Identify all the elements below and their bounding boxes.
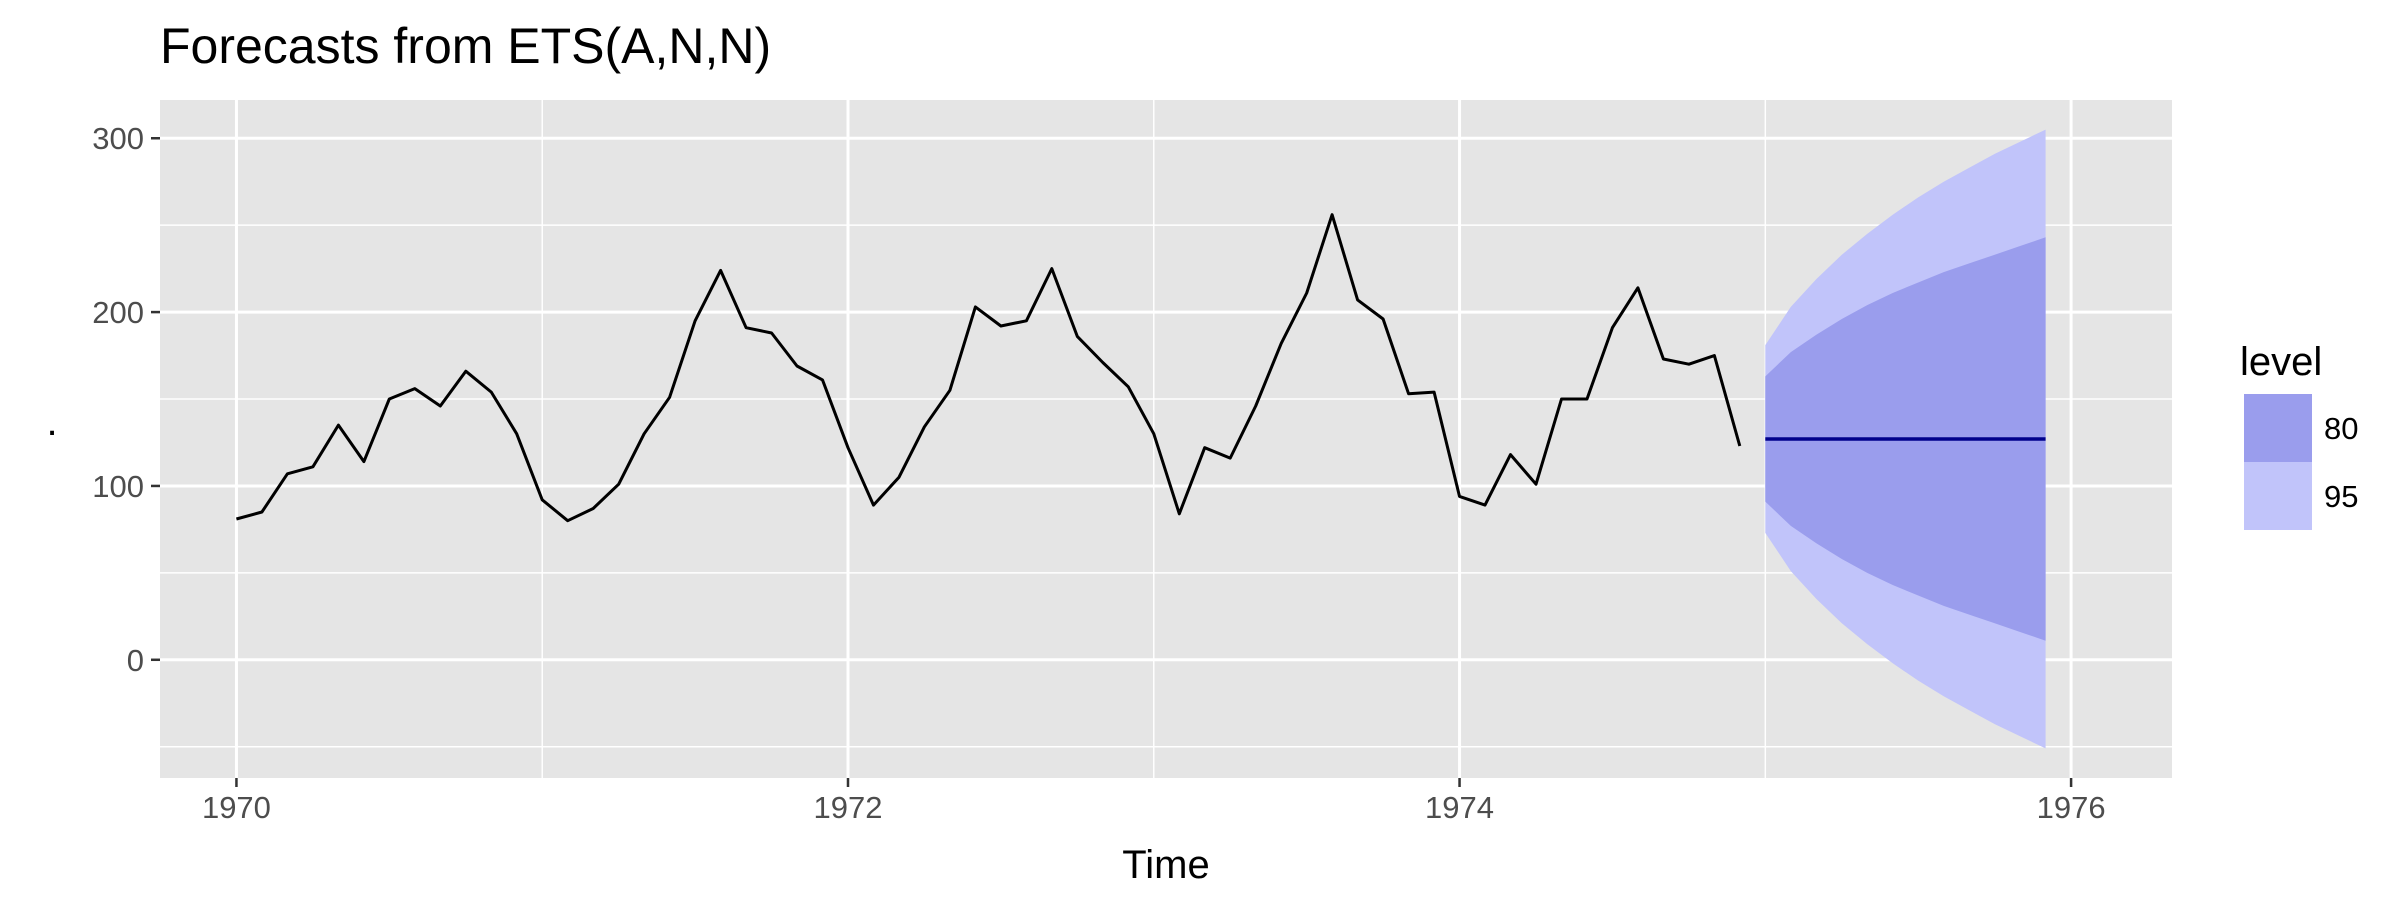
x-tick-label: 1974	[1425, 790, 1494, 825]
x-axis-title: Time	[1122, 843, 1209, 887]
legend-title: level	[2240, 340, 2322, 384]
x-tick-label: 1972	[814, 790, 883, 825]
y-axis: 0 100 200 300	[92, 121, 160, 678]
history-line	[236, 213, 1742, 523]
y-tick-label: 100	[92, 469, 144, 504]
y-tick-label: 0	[127, 643, 144, 678]
y-tick-label: 200	[92, 295, 144, 330]
x-tick-label: 1970	[202, 790, 271, 825]
legend-key-80	[2244, 394, 2312, 462]
legend-label-95: 95	[2324, 479, 2358, 514]
chart-title: Forecasts from ETS(A,N,N)	[160, 18, 771, 74]
series-lines	[236, 213, 2046, 523]
legend: level 80 95	[2240, 340, 2358, 530]
x-tick-label: 1976	[2037, 790, 2106, 825]
x-axis: 1970 1972 1974 1976	[202, 778, 2106, 825]
y-tick-label: 300	[92, 121, 144, 156]
y-axis-title: .	[46, 400, 57, 444]
legend-label-80: 80	[2324, 411, 2358, 446]
legend-key-95	[2244, 462, 2312, 530]
plot-panel	[160, 100, 2172, 778]
gridlines	[160, 100, 2172, 778]
